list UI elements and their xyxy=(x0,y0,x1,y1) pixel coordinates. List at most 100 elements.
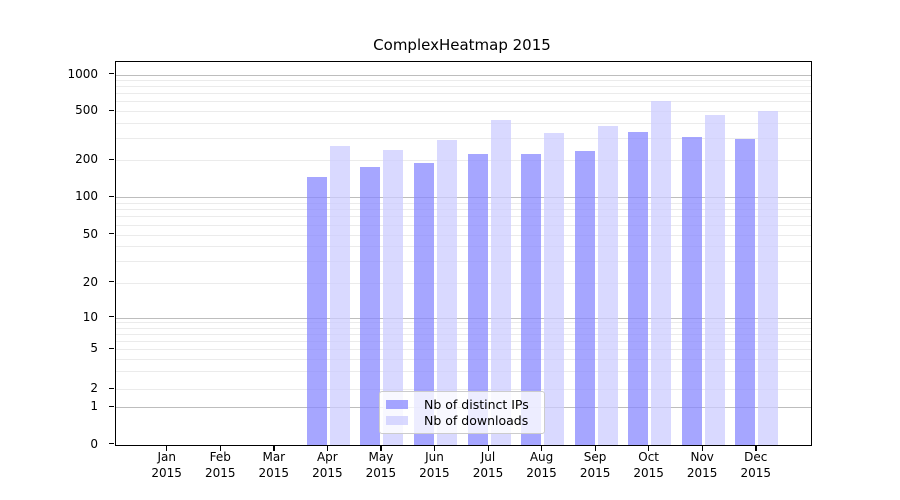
bar-distinct-ips-dec xyxy=(735,138,756,445)
plot-area xyxy=(114,61,812,446)
y-axis-tick-label: 50 xyxy=(82,226,98,241)
bar-distinct-ips-aug xyxy=(521,154,542,445)
minor-gridline xyxy=(115,138,811,140)
y-axis-tick-label: 1 xyxy=(90,399,98,413)
minor-gridline xyxy=(115,93,811,95)
y-axis-tick-label: 5 xyxy=(90,341,98,355)
bar-distinct-ips-jun xyxy=(413,162,434,445)
bar-downloads-aug xyxy=(544,132,565,445)
year-label: 2015 xyxy=(472,465,504,480)
x-tick-mark xyxy=(541,445,543,451)
minor-gridline xyxy=(115,282,811,284)
year-label: 2015 xyxy=(579,465,611,480)
year-label: 2015 xyxy=(365,465,397,480)
x-tick-mark xyxy=(380,445,382,451)
y-axis-tick-label: 200 xyxy=(75,152,98,166)
year-label: 2015 xyxy=(312,465,343,480)
month-label: Aug xyxy=(529,450,554,464)
minor-gridline xyxy=(115,358,811,360)
x-axis-tick-label: Nov 2015 xyxy=(670,450,734,481)
x-axis-tick-label: Mar 2015 xyxy=(242,450,306,481)
minor-gridline xyxy=(115,216,811,218)
minor-gridline xyxy=(115,261,811,263)
year-label: 2015 xyxy=(258,465,290,480)
minor-gridline xyxy=(115,234,811,236)
month-label: Jun xyxy=(425,450,444,464)
y-axis-tick-label: 0 xyxy=(90,436,98,451)
minor-gridline xyxy=(115,86,811,88)
minor-gridline xyxy=(115,224,811,226)
y-tick-mark xyxy=(109,387,114,389)
x-tick-mark xyxy=(326,445,329,451)
legend: Nb of distinct IPs Nb of downloads xyxy=(379,391,545,434)
year-label: 2015 xyxy=(633,465,664,480)
bar-distinct-ips-oct xyxy=(628,131,649,445)
chart-title: ComplexHeatmap 2015 xyxy=(373,36,551,54)
y-tick-mark xyxy=(109,316,114,318)
bar-downloads-nov xyxy=(704,114,725,445)
major-gridline xyxy=(115,317,811,319)
y-tick-mark xyxy=(109,73,114,75)
bar-downloads-dec xyxy=(758,111,779,445)
x-axis-tick-label: Jul 2015 xyxy=(456,450,520,481)
minor-gridline xyxy=(115,322,811,324)
y-axis-tick-label: 500 xyxy=(75,103,98,117)
month-label: Nov xyxy=(690,450,714,464)
month-label: Feb xyxy=(209,450,231,464)
legend-item: Nb of downloads xyxy=(386,413,536,430)
minor-gridline xyxy=(115,246,811,248)
bar-downloads-jun xyxy=(436,140,457,445)
month-label: May xyxy=(368,450,394,464)
year-label: 2015 xyxy=(419,465,450,480)
bar-downloads-sep xyxy=(597,125,618,445)
month-label: Jan xyxy=(157,450,176,464)
month-label: Sep xyxy=(583,450,607,464)
minor-gridline xyxy=(115,80,811,82)
minor-gridline xyxy=(115,101,811,103)
bar-distinct-ips-may xyxy=(360,166,381,445)
bar-distinct-ips-jul xyxy=(467,154,488,445)
x-tick-mark xyxy=(487,445,489,451)
x-tick-mark xyxy=(594,445,596,451)
y-tick-mark xyxy=(109,158,114,160)
minor-gridline xyxy=(115,111,811,112)
legend-item: Nb of distinct IPs xyxy=(386,396,536,413)
bar-downloads-oct xyxy=(651,101,672,445)
minor-gridline xyxy=(115,340,811,342)
x-axis-tick-label: Dec 2015 xyxy=(724,450,788,481)
month-label: Jul xyxy=(480,450,496,464)
x-tick-mark xyxy=(433,445,436,451)
minor-gridline xyxy=(115,389,811,390)
y-tick-mark xyxy=(109,281,114,283)
bar-downloads-jul xyxy=(490,120,511,445)
minor-gridline xyxy=(115,371,811,373)
y-tick-mark xyxy=(109,109,114,111)
x-axis-tick-label: Aug 2015 xyxy=(510,450,574,481)
x-axis-tick-label: Jun 2015 xyxy=(402,450,466,481)
legend-label: Nb of distinct IPs xyxy=(424,396,529,412)
minor-gridline xyxy=(115,333,811,335)
year-label: 2015 xyxy=(526,465,557,480)
x-axis-tick-label: Oct 2015 xyxy=(617,450,681,481)
minor-gridline xyxy=(115,160,811,161)
x-axis-tick-label: Feb 2015 xyxy=(188,450,252,481)
minor-gridline xyxy=(115,327,811,329)
x-axis-tick-label: Sep 2015 xyxy=(563,450,627,481)
y-axis-tick-label: 20 xyxy=(82,274,98,289)
x-tick-mark xyxy=(755,445,757,451)
y-tick-mark xyxy=(109,195,114,197)
legend-swatch xyxy=(386,416,408,426)
month-label: Dec xyxy=(744,450,768,464)
major-gridline xyxy=(115,197,811,198)
year-label: 2015 xyxy=(740,465,772,480)
bar-downloads-apr xyxy=(329,145,350,445)
legend-swatch xyxy=(386,399,408,409)
y-axis-tick-label: 100 xyxy=(75,189,98,203)
bar-distinct-ips-apr xyxy=(306,177,327,445)
x-axis-tick-label: May 2015 xyxy=(349,450,413,481)
year-label: 2015 xyxy=(686,465,718,480)
y-tick-mark xyxy=(109,443,114,445)
month-label: Oct xyxy=(638,450,660,464)
x-axis-tick-label: Jan 2015 xyxy=(135,450,199,481)
